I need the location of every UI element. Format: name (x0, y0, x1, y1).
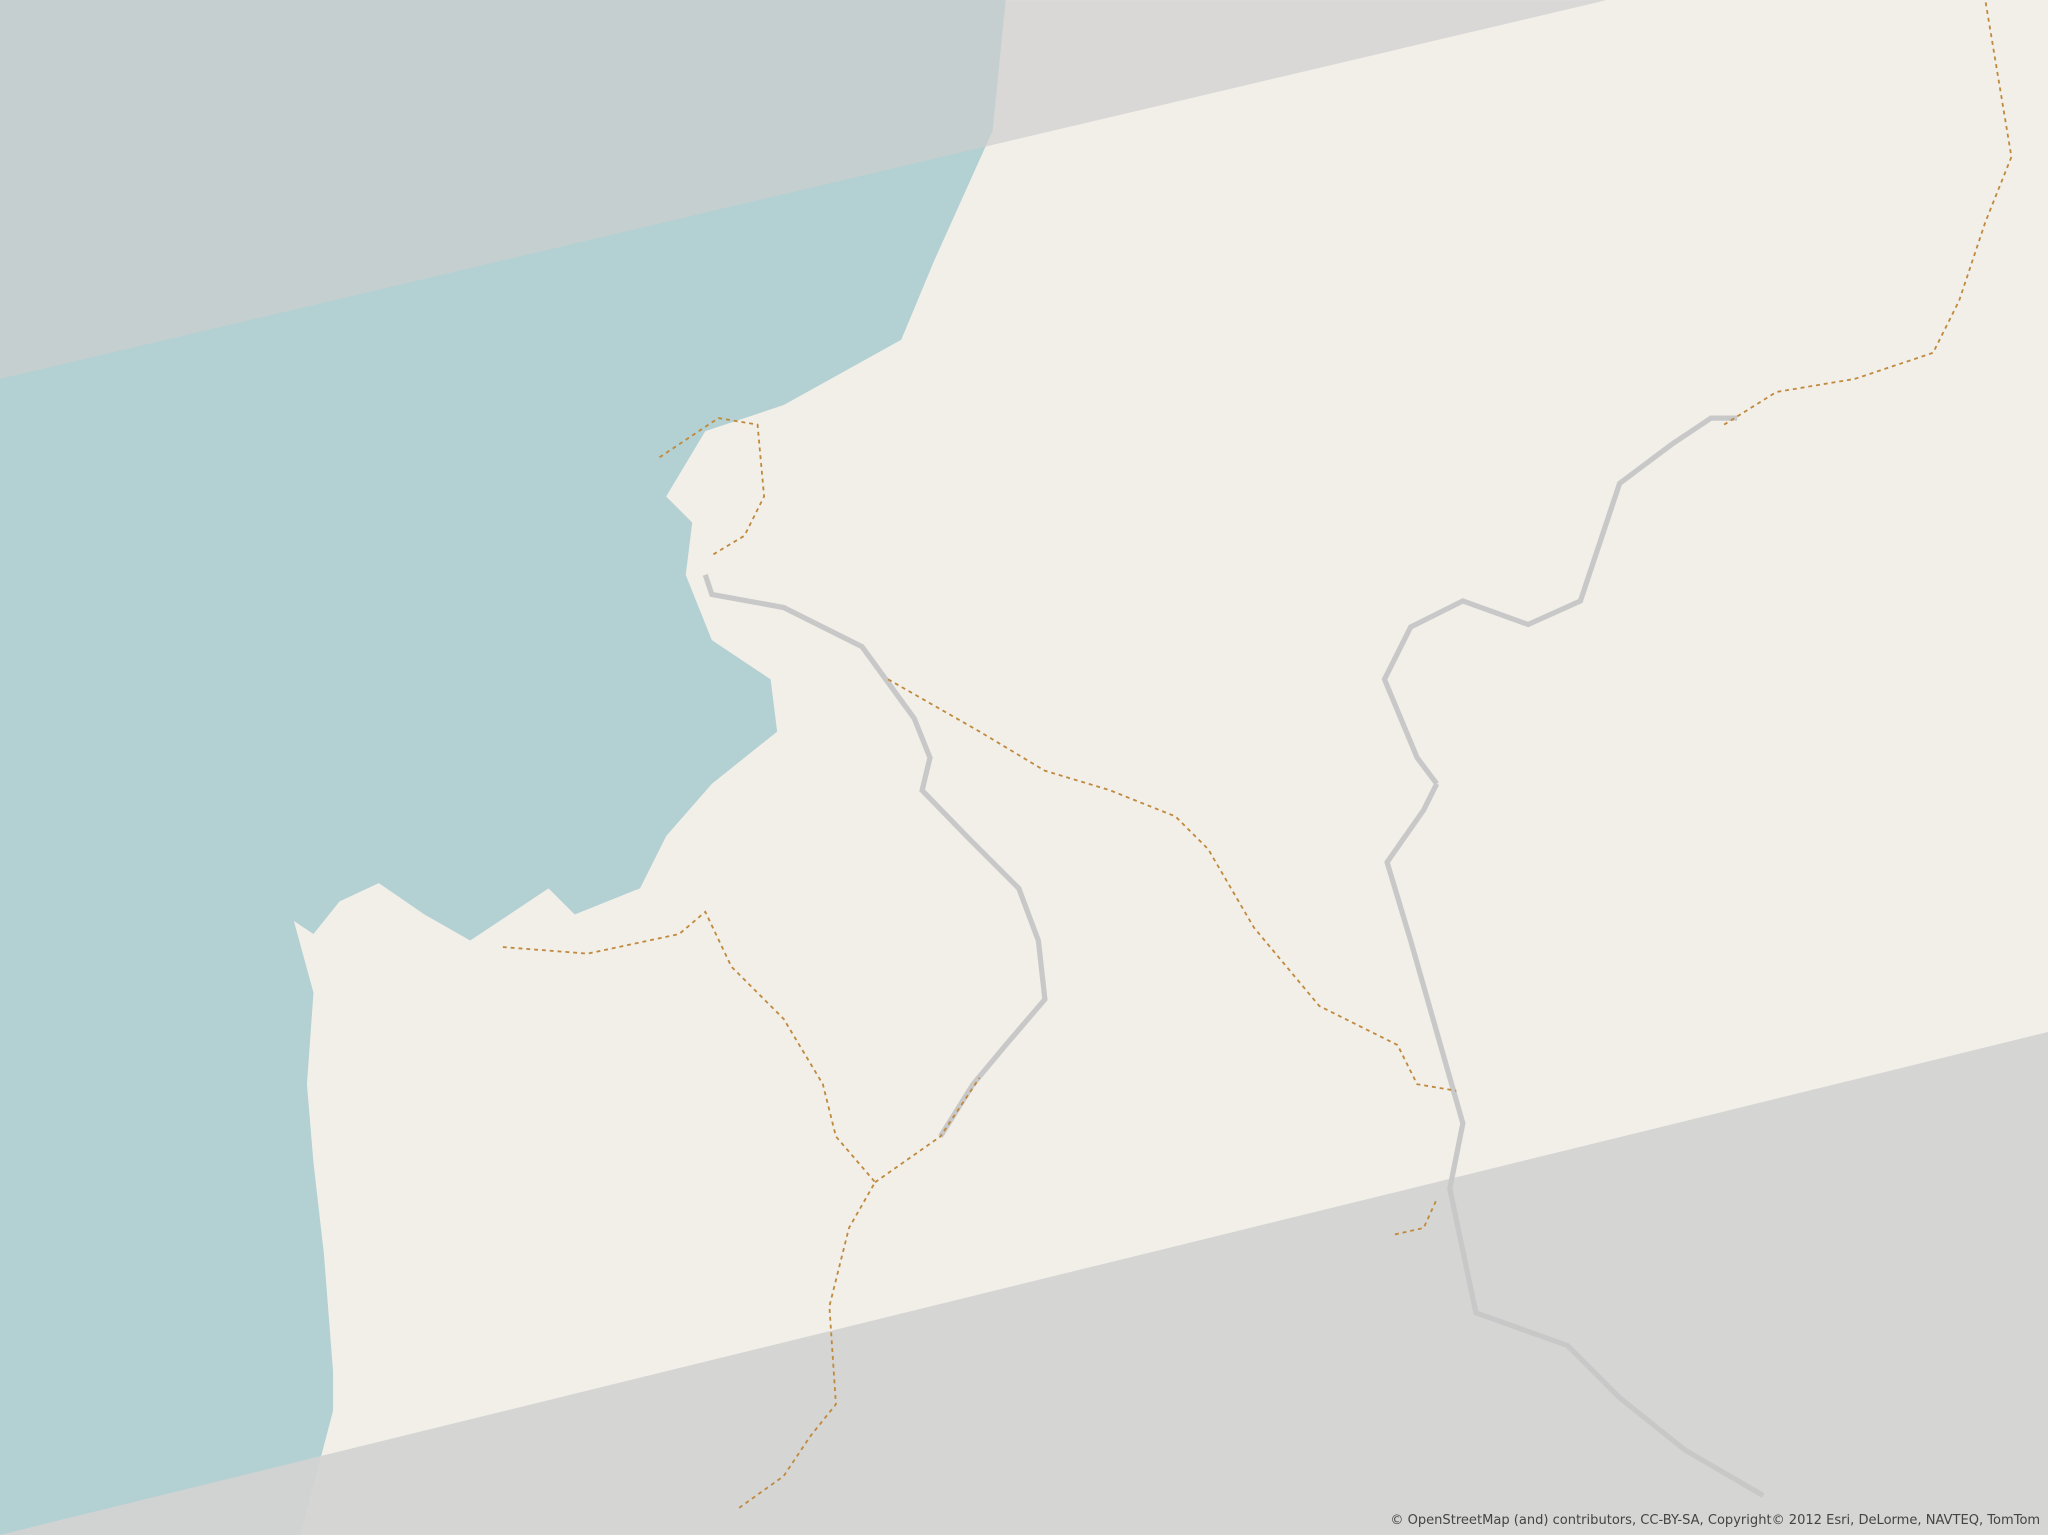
water (0, 0, 1006, 1535)
attribution: © OpenStreetMap (and) contributors, CC-B… (1390, 1513, 2040, 1528)
road (702, 415, 1765, 1498)
outside-area-top (0, 0, 1607, 379)
